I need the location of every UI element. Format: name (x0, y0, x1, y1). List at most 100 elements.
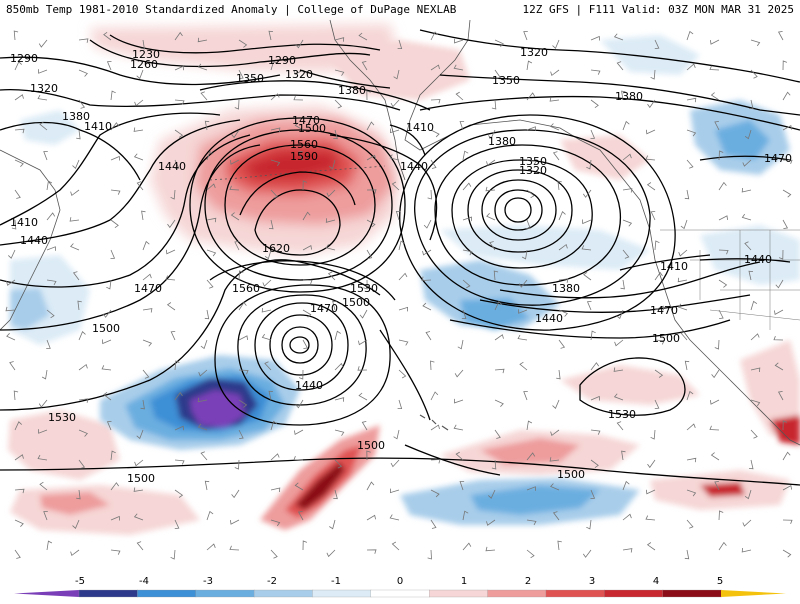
contour-1500-se (404, 444, 501, 476)
wind-barb (46, 309, 55, 319)
colorbar-tick-label: 3 (589, 576, 595, 587)
wind-barb (366, 481, 375, 491)
colorbar-swatch (429, 589, 489, 598)
wind-barb (654, 240, 660, 251)
wind-barb (38, 39, 48, 48)
wind-barb (677, 303, 688, 311)
contour-1320-ne (419, 29, 800, 83)
contour-1410-west (0, 112, 221, 226)
wind-barb (430, 360, 435, 371)
pac-low-ring-6 (214, 284, 391, 426)
wind-barb (645, 155, 656, 161)
wind-barb (622, 188, 633, 193)
wind-barb (174, 31, 183, 41)
wind-barb (646, 182, 656, 191)
wind-barb (714, 121, 720, 131)
wind-barb (526, 519, 537, 526)
wind-barb (491, 99, 497, 110)
low-ring-1 (504, 197, 532, 223)
wind-barb (197, 423, 208, 431)
wind-barb (714, 481, 720, 491)
wind-barb (134, 99, 144, 107)
wind-barb (782, 124, 792, 131)
wind-barb (582, 189, 592, 198)
wind-barb (270, 159, 281, 167)
wind-barb (457, 339, 464, 350)
wind-barb (302, 211, 311, 221)
wind-barb (390, 459, 400, 468)
wind-barb (777, 31, 784, 41)
wind-barb (366, 121, 375, 131)
wind-barb (325, 218, 336, 223)
wind-barb (526, 126, 536, 131)
wind-barb (268, 30, 274, 41)
low-ring-4 (467, 169, 573, 253)
wind-barb (750, 399, 761, 407)
wind-barb (488, 129, 496, 139)
wind-barb (270, 549, 278, 559)
wind-barb (358, 392, 368, 401)
wind-barb (41, 369, 48, 380)
wind-barb (654, 305, 664, 311)
wind-barb (264, 249, 272, 260)
wind-barb (166, 249, 176, 255)
contour-1320-west (0, 89, 401, 111)
wind-barb (552, 399, 560, 409)
wind-barb (430, 159, 437, 169)
wind-barb (332, 300, 337, 311)
wind-barb (76, 489, 81, 500)
wind-barb (462, 542, 472, 551)
contour-label: 1530 (608, 408, 636, 421)
wind-barb (334, 69, 345, 76)
wind-barb (231, 129, 240, 139)
wind-barb (586, 519, 592, 530)
wind-barb (106, 279, 112, 290)
wind-barb (46, 246, 56, 251)
wind-barb (142, 339, 153, 347)
contour-label: 1500 (342, 296, 370, 309)
wind-barb (14, 61, 22, 71)
wind-barb (174, 129, 184, 138)
wind-barb (333, 129, 338, 140)
wind-barb (393, 69, 400, 80)
wind-barb (294, 429, 304, 436)
wind-barb (686, 423, 696, 431)
wind-barb (430, 31, 439, 41)
wind-barb (782, 91, 791, 101)
wind-barb (38, 69, 48, 74)
wind-barb (395, 210, 401, 221)
contour-label: 1470 (134, 282, 162, 295)
wind-barb (268, 390, 274, 401)
wind-barb (294, 122, 304, 131)
wind-barb (141, 210, 146, 221)
wind-barb (750, 39, 761, 47)
wind-barb (136, 541, 144, 551)
colorbar-swatch (370, 589, 430, 598)
contour-label: 1410 (10, 216, 38, 229)
wind-barb (14, 549, 21, 559)
wind-barb (582, 549, 592, 558)
contour-label: 1320 (30, 82, 58, 95)
wind-barb (523, 391, 528, 401)
wind-barb (297, 511, 304, 521)
wind-barb (14, 488, 25, 494)
wind-barb (325, 244, 336, 251)
wind-barb (686, 489, 697, 497)
wind-barb (134, 459, 144, 467)
wind-barb (614, 339, 624, 347)
contour-label: 1500 (298, 122, 326, 135)
wind-barb (200, 339, 208, 350)
wind-barb (170, 549, 176, 560)
wind-barb (718, 279, 728, 288)
wind-barb (38, 399, 48, 408)
contour-1530-east (579, 357, 686, 416)
wind-barb (590, 395, 600, 401)
wind-barb (488, 489, 496, 499)
wind-barb (680, 219, 688, 230)
wind-barb (230, 159, 240, 165)
wind-barb (686, 159, 694, 169)
wind-barb (486, 159, 496, 166)
wind-barb (462, 182, 472, 191)
wind-barb (686, 129, 697, 137)
